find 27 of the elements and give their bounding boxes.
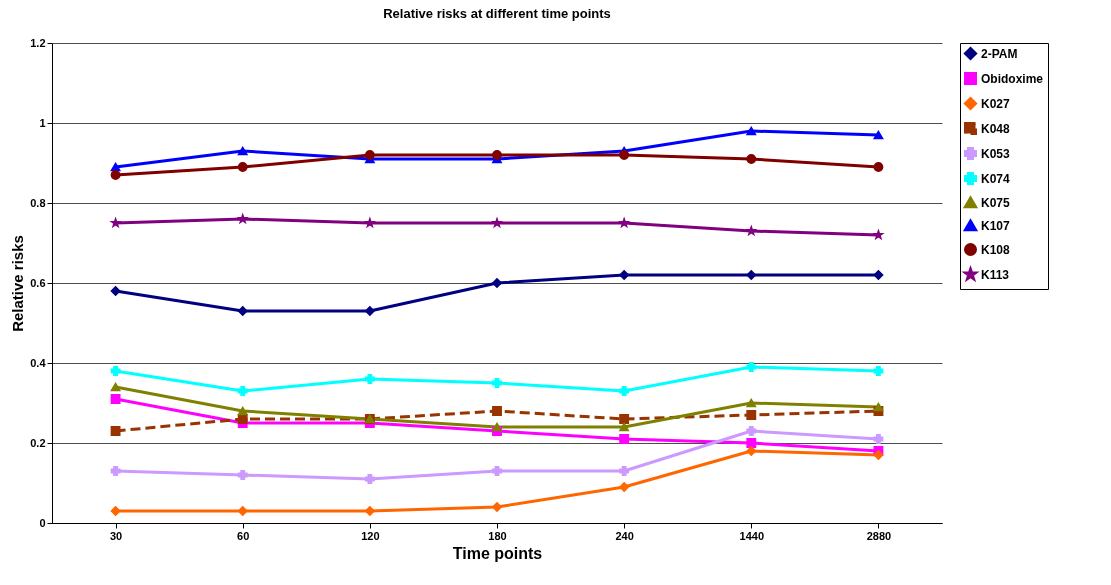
y-tick-label: 1 bbox=[39, 116, 46, 129]
legend-label: K113 bbox=[981, 267, 1010, 282]
legend-label: Obidoxime bbox=[981, 71, 1044, 86]
legend-label: K027 bbox=[981, 96, 1011, 111]
legend-label: K048 bbox=[981, 121, 1011, 136]
x-tick-label: 30 bbox=[109, 529, 123, 542]
y-tick-label: 0.2 bbox=[30, 436, 46, 449]
legend-label: K107 bbox=[981, 218, 1011, 233]
chart-title: Relative risks at different time points bbox=[383, 6, 611, 21]
x-tick-label: 1440 bbox=[739, 529, 765, 542]
x-axis-title: Time points bbox=[452, 544, 543, 562]
y-tick-label: 1.2 bbox=[30, 36, 46, 49]
x-tick-label: 120 bbox=[361, 529, 380, 542]
y-tick-label: 0 bbox=[39, 516, 46, 529]
legend-label: K053 bbox=[981, 146, 1011, 161]
legend-label: 2-PAM bbox=[981, 46, 1018, 61]
y-tick-label: 0.6 bbox=[30, 276, 46, 289]
legend-label: K074 bbox=[981, 171, 1011, 186]
y-tick-label: 0.8 bbox=[30, 196, 46, 209]
x-tick-label: 240 bbox=[615, 529, 634, 542]
y-tick-label: 0.4 bbox=[30, 356, 47, 369]
legend-label: K075 bbox=[981, 195, 1011, 210]
x-tick-label: 60 bbox=[237, 529, 250, 542]
x-tick-label: 180 bbox=[488, 529, 507, 542]
y-axis-title: Relative risks bbox=[9, 235, 27, 332]
legend-label: K108 bbox=[981, 242, 1011, 257]
x-tick-label: 2880 bbox=[866, 529, 892, 542]
